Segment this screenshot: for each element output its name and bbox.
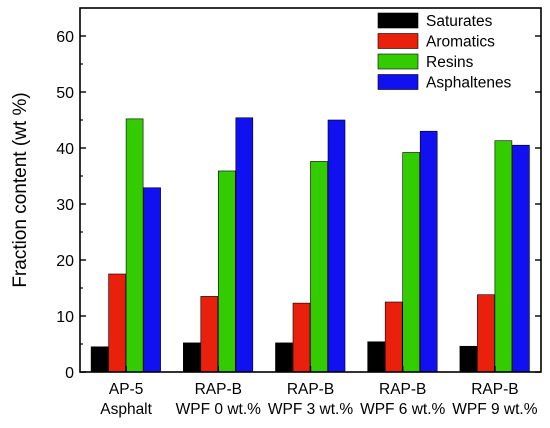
bar-saturates-3 — [367, 341, 386, 373]
bar-resins-0 — [125, 118, 144, 373]
legend-label-resins: Resins — [426, 54, 474, 71]
x-tick-label: WPF 0 wt.% — [176, 401, 261, 418]
bar-aromatics-4 — [477, 294, 495, 373]
bar-aromatics-1 — [200, 296, 219, 373]
legend-label-asphaltenes: Asphaltenes — [426, 75, 512, 92]
y-tick-label: 50 — [56, 85, 74, 102]
y-tick-label: 30 — [56, 197, 74, 214]
y-tick-label: 20 — [56, 253, 74, 270]
x-tick-label: RAP-B — [287, 381, 334, 398]
bar-aromatics-2 — [292, 302, 311, 373]
x-tick-label: WPF 6 wt.% — [360, 401, 445, 418]
legend-swatch-asphaltenes — [377, 74, 419, 90]
bar-asphaltenes-4 — [512, 144, 530, 373]
y-tick-label: 10 — [56, 309, 74, 326]
legend: Saturates Aromatics Resins Asphaltenes — [377, 12, 512, 92]
x-tick-label: RAP-B — [195, 381, 242, 398]
legend-swatch-aromatics — [377, 33, 419, 49]
x-axis: AP-5 Asphalt RAP-B WPF 0 wt.% RAP-B WPF 3 wt.… — [100, 366, 538, 418]
bar-resins-4 — [494, 140, 513, 373]
bar-saturates-2 — [275, 342, 293, 373]
bar-asphaltenes-0 — [143, 187, 161, 373]
bar-aromatics-0 — [108, 273, 126, 373]
bar-asphaltenes-1 — [235, 117, 254, 373]
bar-aromatics-3 — [384, 301, 403, 373]
plot-frame — [79, 7, 542, 373]
x-tick-label: RAP-B — [471, 381, 518, 398]
y-tick-label: 40 — [56, 141, 74, 158]
bar-saturates-4 — [459, 345, 478, 373]
legend-swatch-resins — [377, 53, 419, 70]
legend-label-aromatics: Aromatics — [426, 34, 495, 51]
bar-resins-1 — [218, 170, 236, 373]
bar-saturates-0 — [90, 346, 109, 373]
x-tick-label: RAP-B — [379, 381, 426, 398]
x-tick-label: Asphalt — [100, 401, 152, 418]
x-tick-label: WPF 3 wt.% — [268, 401, 353, 418]
x-tick-label: WPF 9 wt.% — [452, 401, 537, 418]
bar-resins-2 — [310, 161, 328, 373]
y-axis: 0 10 20 30 40 50 60 — [56, 29, 541, 382]
legend-swatch-saturates — [377, 12, 419, 29]
y-axis-label: Fraction content (wt %) — [10, 92, 31, 287]
bars-group — [90, 117, 530, 373]
x-tick-label: AP-5 — [109, 381, 143, 398]
bar-resins-3 — [402, 152, 421, 373]
bar-saturates-1 — [183, 342, 201, 373]
y-tick-label: 60 — [56, 29, 74, 46]
legend-label-saturates: Saturates — [426, 13, 493, 30]
bar-asphaltenes-2 — [327, 119, 346, 373]
y-tick-label: 0 — [65, 365, 74, 382]
bar-asphaltenes-3 — [419, 130, 438, 373]
